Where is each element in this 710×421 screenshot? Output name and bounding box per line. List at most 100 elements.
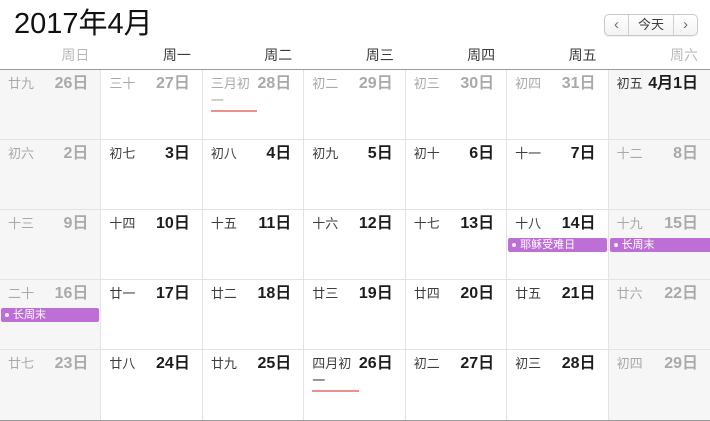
week-row: 廿七 23日 廿八 24日 廿九 25日 四月初一 26日 初二 27日 初三 28日 初四 29日 <box>0 350 710 420</box>
date-label: 6日 <box>469 145 495 162</box>
day-cell[interactable]: 初二 29日 <box>304 70 406 139</box>
day-cell[interactable]: 初三 30日 <box>406 70 508 139</box>
event-title: 长周末 <box>13 309 46 321</box>
lunar-date-label: 廿九 <box>8 76 35 91</box>
day-cell-header: 廿四 20日 <box>406 280 506 303</box>
event-banner[interactable]: 长周末 <box>609 238 710 252</box>
date-label: 4月1日 <box>648 75 698 92</box>
calendar-header: 2017年4月 ‹ 今天 › <box>0 0 710 45</box>
lunar-date-label: 廿六 <box>616 286 643 301</box>
page-title: 2017年4月 <box>14 7 153 40</box>
day-cell-header: 廿二 18日 <box>203 280 303 303</box>
day-cell[interactable]: 三月初一 28日 <box>203 70 305 139</box>
day-cell[interactable]: 廿五 21日 <box>507 280 609 349</box>
event-banner[interactable]: 长周末 <box>1 308 100 322</box>
day-cell-header: 十五 11日 <box>203 210 303 233</box>
day-cell-header: 十四 10日 <box>101 210 201 233</box>
day-cell[interactable]: 四月初一 26日 <box>304 350 406 420</box>
day-cell-header: 初四 29日 <box>609 350 710 373</box>
lunar-date-label: 初四 <box>515 76 542 91</box>
day-cell-header: 十六 12日 <box>304 210 404 233</box>
day-cell[interactable]: 三十 27日 <box>101 70 203 139</box>
day-cell-header: 初三 28日 <box>507 350 607 373</box>
lunar-date-label: 二十 <box>8 286 35 301</box>
week-row: 十三 9日 十四 10日 十五 11日 十六 12日 十七 13日 十八 14日 耶稣受难日 十九 15日长… <box>0 210 710 280</box>
day-cell[interactable]: 十四 10日 <box>101 210 203 279</box>
event-title: 长周末 <box>621 239 655 251</box>
day-cell-header: 十二 8日 <box>609 140 710 163</box>
day-cell[interactable]: 初四 31日 <box>507 70 609 139</box>
day-cell[interactable]: 十三 9日 <box>0 210 102 279</box>
day-cell[interactable]: 二十 16日 长周末 <box>0 280 102 349</box>
lunar-date-label: 廿二 <box>210 286 237 301</box>
event-title: 耶稣受难日 <box>520 239 576 251</box>
day-cell[interactable]: 廿九 25日 <box>203 350 305 420</box>
lunar-date-label: 初三 <box>413 76 440 91</box>
day-cell-header: 初五 4月1日 <box>609 70 710 93</box>
day-cell[interactable]: 廿四 20日 <box>406 280 508 349</box>
lunar-date-label: 三月初一 <box>210 75 258 112</box>
day-cell[interactable]: 初九 5日 <box>304 140 406 209</box>
day-cell[interactable]: 廿二 18日 <box>203 280 305 349</box>
day-cell-header: 初九 5日 <box>304 140 404 163</box>
day-cell[interactable]: 廿三 19日 <box>304 280 406 349</box>
day-cell[interactable]: 十六 12日 <box>304 210 406 279</box>
day-cell[interactable]: 初二 27日 <box>406 350 508 420</box>
day-cell-header: 十八 14日 <box>507 210 607 233</box>
day-cell[interactable]: 十五 11日 <box>203 210 305 279</box>
day-cell[interactable]: 初七 3日 <box>101 140 203 209</box>
day-cell-header: 初二 27日 <box>406 350 506 373</box>
day-cell[interactable]: 廿七 23日 <box>0 350 102 420</box>
date-label: 17日 <box>156 285 190 302</box>
lunar-date-label: 初二 <box>312 76 339 91</box>
day-cell[interactable]: 廿九 26日 <box>0 70 102 139</box>
day-cell[interactable]: 廿一 17日 <box>101 280 203 349</box>
date-label: 27日 <box>460 355 495 372</box>
day-cell[interactable]: 初六 2日 <box>0 140 102 209</box>
day-cell[interactable]: 初八 4日 <box>203 140 305 209</box>
next-month-button[interactable]: › <box>673 14 697 35</box>
day-cell[interactable]: 十一 7日 <box>507 140 609 209</box>
day-cell-header: 三十 27日 <box>101 70 201 93</box>
day-cell-header: 十九 15日 <box>609 210 710 233</box>
lunar-date-label: 廿八 <box>109 356 136 371</box>
date-label: 16日 <box>54 285 89 302</box>
prev-month-button[interactable]: ‹ <box>605 15 628 35</box>
day-cell[interactable]: 十八 14日耶稣受难日 <box>507 210 609 279</box>
lunar-date-label: 十七 <box>413 216 440 231</box>
day-cell[interactable]: 十九 15日长周末 <box>608 210 710 279</box>
weekday-header: 周日 <box>61 47 90 63</box>
date-label: 4日 <box>266 145 292 162</box>
date-label: 30日 <box>460 75 495 92</box>
lunar-date-label: 十一 <box>515 146 542 161</box>
day-cell-header: 廿七 23日 <box>0 350 100 373</box>
weekday-header: 周一 <box>162 47 191 63</box>
weekday-header: 周六 <box>670 47 698 63</box>
day-cell[interactable]: 廿六 22日 <box>608 280 710 349</box>
week-row: 初六 2日 初七 3日 初八 4日 初九 5日 初十 6日 十一 7日 十二 8日 <box>0 140 710 210</box>
lunar-date-label: 十三 <box>8 216 35 231</box>
day-cell[interactable]: 初三 28日 <box>507 350 609 420</box>
day-cell-header: 初八 4日 <box>203 140 303 163</box>
day-cell-header: 初二 29日 <box>304 70 404 93</box>
lunar-date-label: 初六 <box>8 146 35 161</box>
day-cell[interactable]: 初五 4月1日 <box>608 70 710 139</box>
day-cell[interactable]: 初十 6日 <box>406 140 508 209</box>
day-cell[interactable]: 廿八 24日 <box>101 350 203 420</box>
day-cell-header: 十三 9日 <box>0 210 100 233</box>
lunar-date-label: 廿四 <box>413 286 440 301</box>
today-button[interactable]: 今天 <box>627 14 673 35</box>
date-label: 29日 <box>664 355 698 372</box>
date-label: 24日 <box>156 355 190 372</box>
lunar-date-label: 初二 <box>413 356 440 371</box>
day-cell[interactable]: 初四 29日 <box>608 350 710 420</box>
lunar-date-label: 十二 <box>616 146 643 161</box>
week-row: 廿九 26日 三十 27日 三月初一 28日 初二 29日 初三 30日 初四 31日 初五 4月1日 <box>0 70 710 140</box>
day-cell[interactable]: 十七 13日 <box>406 210 508 279</box>
day-cell[interactable]: 十二 8日 <box>608 140 710 209</box>
date-label: 11日 <box>258 215 292 232</box>
day-cell-header: 初十 6日 <box>406 140 506 163</box>
event-banner[interactable]: 耶稣受难日 <box>508 238 607 252</box>
day-cell-header: 二十 16日 <box>0 280 100 303</box>
